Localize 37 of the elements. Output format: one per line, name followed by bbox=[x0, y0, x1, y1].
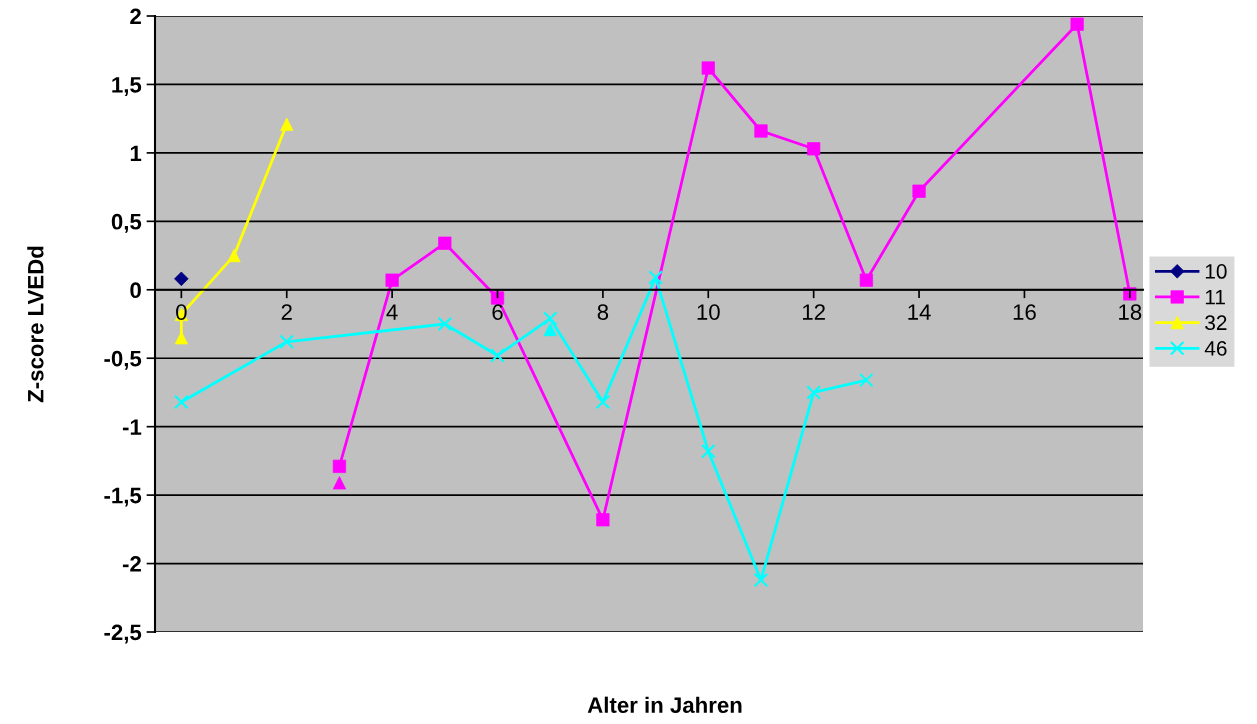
x-tick-label: 10 bbox=[697, 304, 720, 320]
y-tick-label: 0,5 bbox=[111, 213, 142, 233]
x-tick-label: 12 bbox=[803, 304, 825, 320]
y-tick-label: -2 bbox=[122, 556, 141, 572]
x-tick-label: 6 bbox=[492, 304, 503, 320]
x-axis-title: Alter in Jahren bbox=[587, 696, 742, 713]
y-tick-label: -2,5 bbox=[104, 624, 142, 644]
point bbox=[490, 348, 505, 363]
y-axis-title: Z-score LVEDd bbox=[27, 246, 44, 403]
y-tick-label: 0 bbox=[130, 282, 141, 299]
point bbox=[806, 385, 821, 400]
point bbox=[859, 372, 874, 388]
x-tick-label: 18 bbox=[1119, 304, 1142, 320]
y-tick-label: -1 bbox=[122, 419, 142, 435]
point bbox=[595, 394, 611, 410]
point bbox=[542, 311, 558, 326]
point bbox=[648, 270, 663, 285]
x-tick-label: 4 bbox=[386, 304, 398, 320]
legend-label: 10 bbox=[1205, 264, 1227, 279]
x-tick-label: 8 bbox=[597, 304, 609, 320]
x-tick-label: 2 bbox=[281, 304, 292, 320]
y-tick-label: 1 bbox=[130, 145, 142, 161]
legend-label: 11 bbox=[1205, 289, 1225, 305]
x-tick-label: 16 bbox=[1013, 304, 1036, 320]
legend-label: 46 bbox=[1204, 341, 1227, 356]
point bbox=[174, 394, 189, 410]
point bbox=[700, 444, 716, 459]
point bbox=[753, 572, 769, 588]
point bbox=[437, 316, 453, 332]
x-tick-label: 14 bbox=[908, 304, 931, 320]
y-tick-label: -1,5 bbox=[104, 487, 142, 507]
y-tick-label: -0,5 bbox=[104, 350, 142, 370]
point bbox=[279, 334, 295, 350]
y-tick-label: 2 bbox=[130, 8, 141, 25]
y-tick-label: 1,5 bbox=[112, 77, 142, 96]
legend-label: 32 bbox=[1205, 315, 1227, 331]
point bbox=[701, 61, 715, 75]
